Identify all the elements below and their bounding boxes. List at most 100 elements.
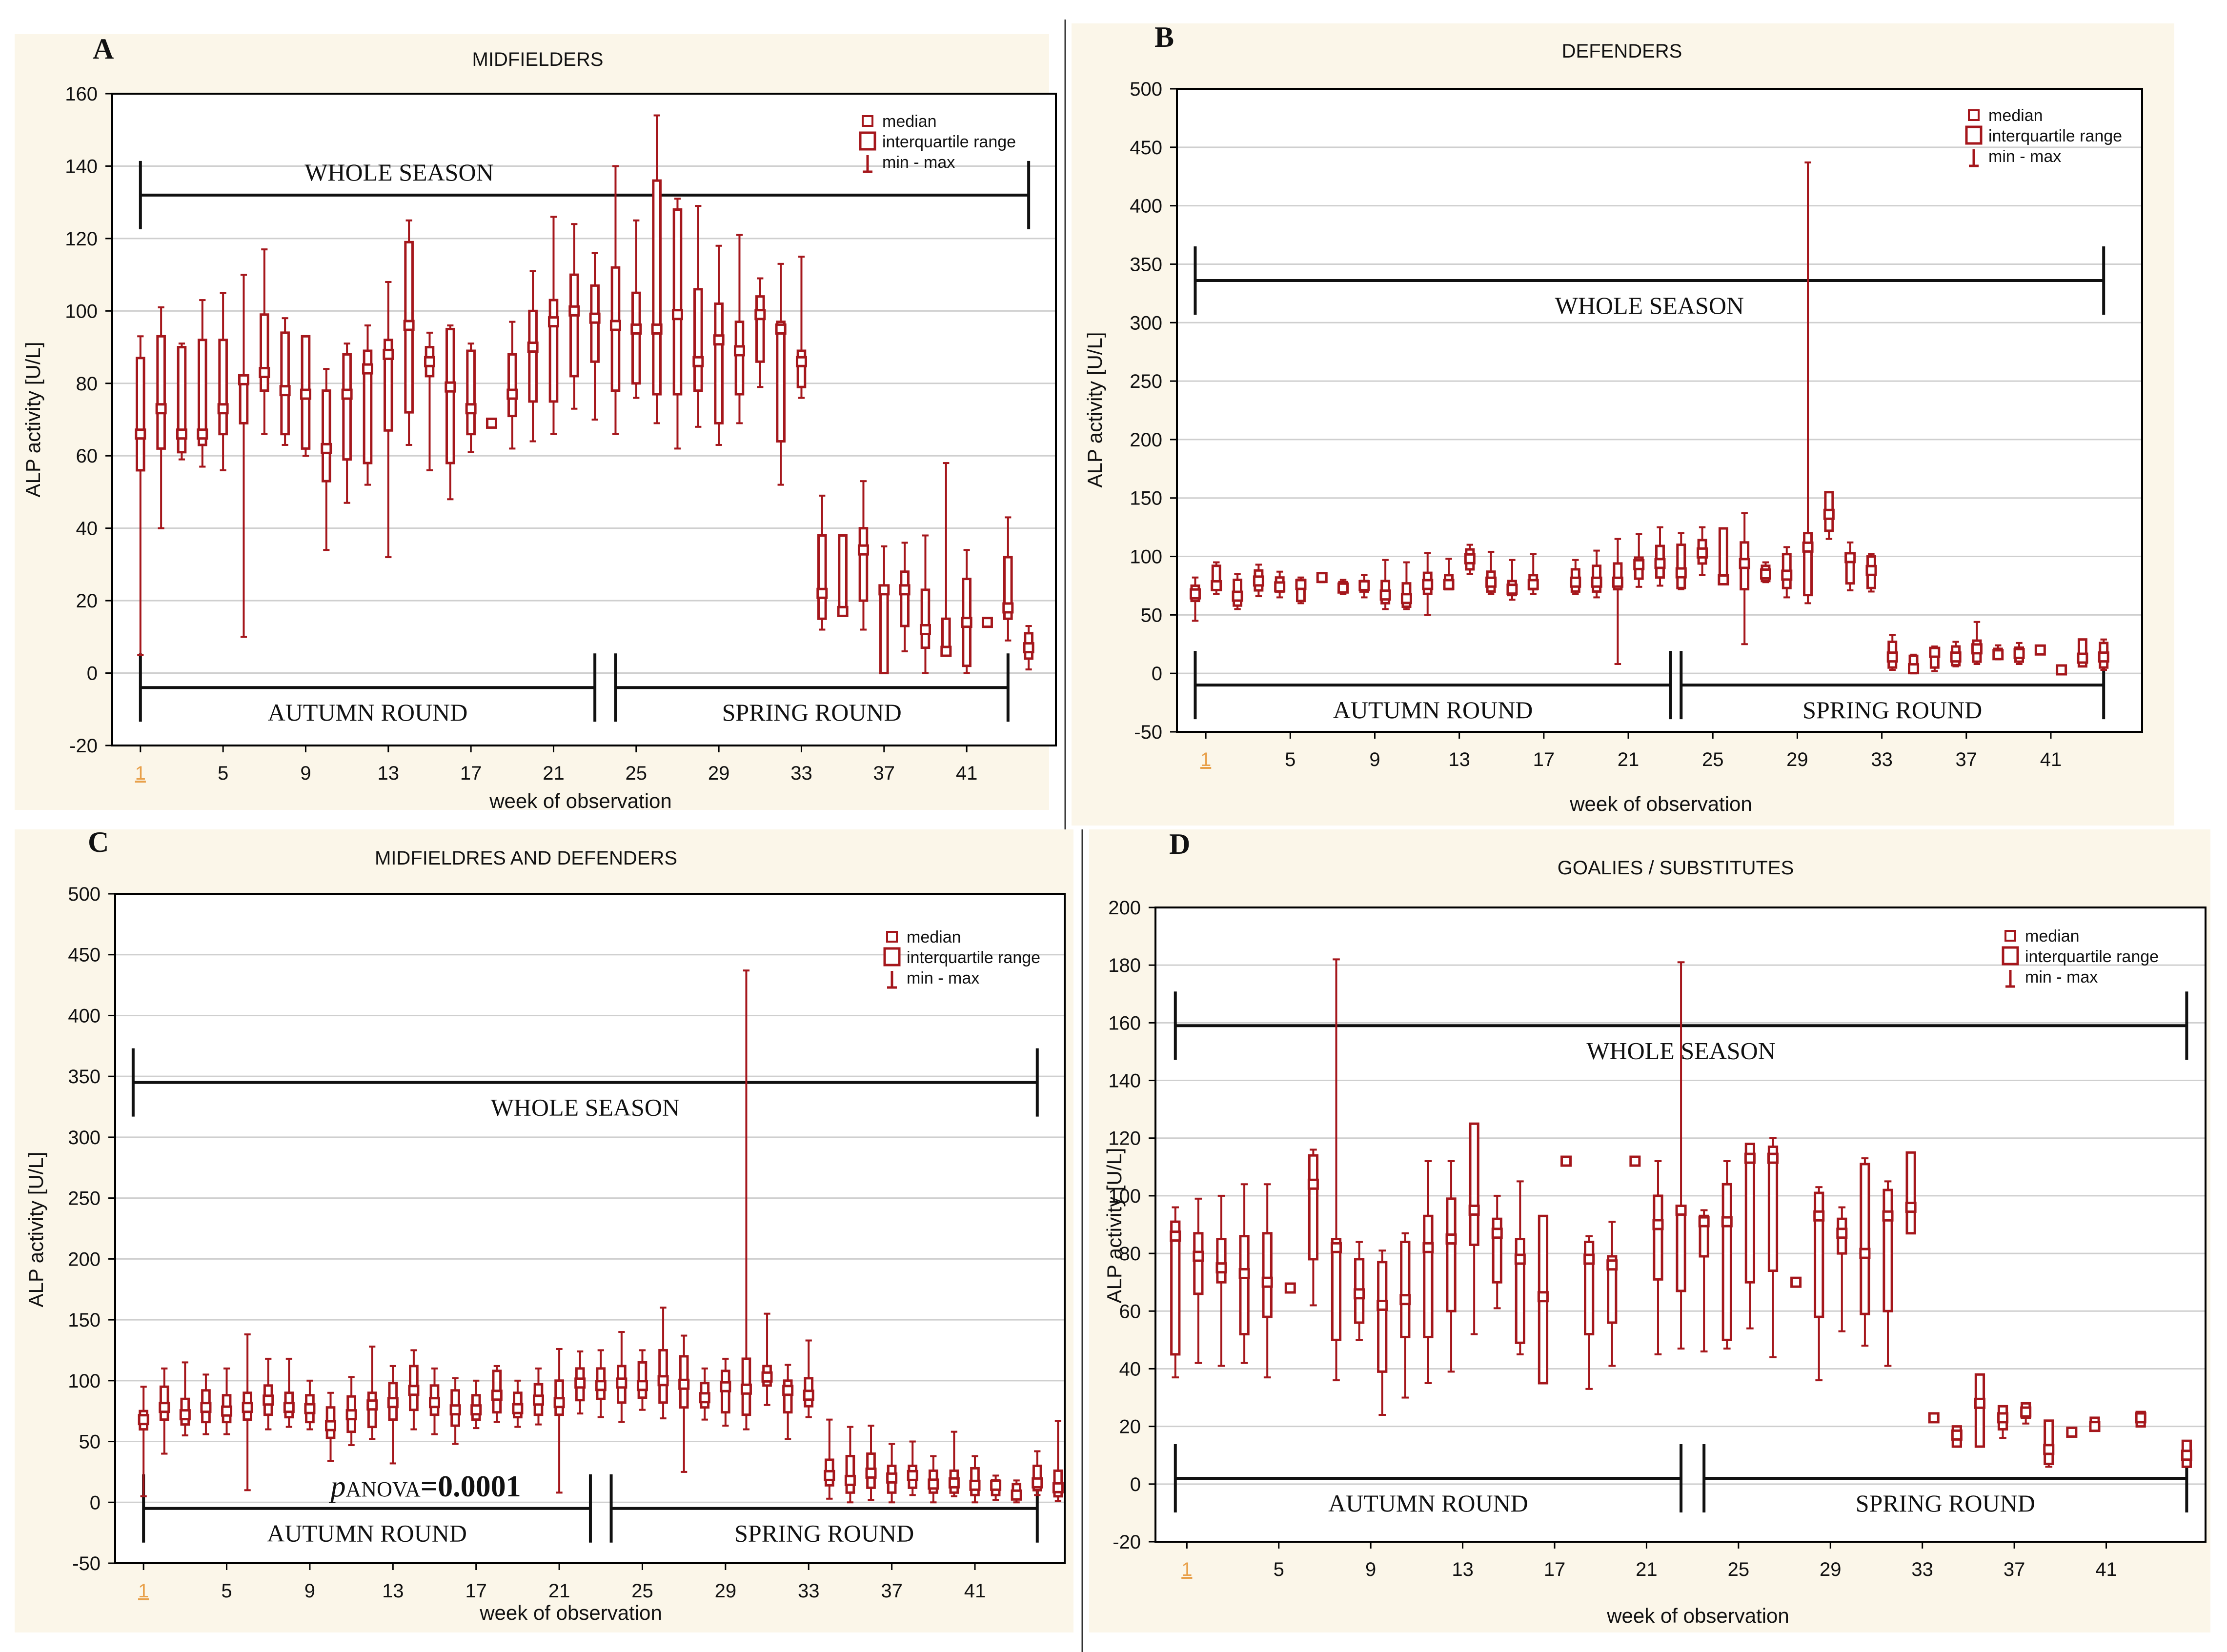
median-marker — [775, 323, 787, 335]
box-week — [824, 1418, 835, 1500]
median-marker — [1744, 1152, 1756, 1164]
y-tick-label: 450 — [1130, 137, 1162, 159]
median-marker — [1307, 1178, 1319, 1190]
panel-label: C — [88, 826, 109, 858]
median-marker — [512, 1403, 524, 1414]
median-marker — [1358, 580, 1370, 591]
chart-panel-c: -50 0 50 100 150 200 250 300 350 400 450 500 1 5 9 13 17… — [15, 826, 1073, 1632]
box-week — [844, 1426, 856, 1504]
x-tick-label: 25 — [1702, 749, 1724, 770]
box-week — [1781, 546, 1793, 599]
median-marker — [547, 316, 559, 328]
median-marker — [200, 1402, 212, 1413]
y-tick-label: 120 — [65, 228, 98, 250]
box-week — [699, 1367, 710, 1421]
legend: median interquartile range min - max — [859, 112, 1016, 173]
box-week — [1718, 527, 1729, 585]
median-marker — [300, 388, 311, 400]
plot-area — [1177, 89, 2142, 732]
iqr-box — [1676, 1209, 1686, 1292]
box-week — [865, 1425, 877, 1501]
box-week — [1002, 516, 1014, 642]
box-week — [527, 270, 539, 443]
y-tick-label: 300 — [68, 1127, 101, 1148]
box-week — [2181, 1439, 2192, 1468]
iqr-box — [1860, 1163, 1870, 1315]
box-week — [919, 534, 931, 674]
box-week — [657, 1307, 669, 1420]
median-marker — [574, 1377, 586, 1389]
legend-iqr-label: interquartile range — [907, 948, 1040, 967]
box-week — [1514, 1180, 1526, 1355]
iqr-box — [1584, 1240, 1595, 1336]
period-spring-round: SPRING ROUND — [614, 653, 1010, 726]
box-week — [616, 1331, 628, 1423]
box-week — [242, 1333, 253, 1491]
x-tick-label: 41 — [2040, 749, 2062, 770]
x-tick-label: 41 — [964, 1580, 986, 1602]
median-marker — [2066, 1426, 2078, 1438]
legend-iqr-swatch — [883, 947, 901, 967]
iqr-box — [197, 339, 207, 446]
median-marker — [595, 1380, 607, 1391]
box-week — [1823, 491, 1835, 540]
median-marker — [304, 1403, 316, 1414]
iqr-box — [838, 534, 848, 617]
median-marker — [1928, 1412, 1940, 1424]
box-week — [279, 317, 291, 446]
y-tick-label: 40 — [1119, 1358, 1141, 1380]
y-tick-label: 160 — [65, 83, 98, 105]
iqr-box — [1331, 1238, 1342, 1341]
median-marker — [740, 1383, 752, 1395]
box-week — [1379, 559, 1391, 610]
box-week — [1316, 572, 1328, 584]
x-tick-label: 17 — [1544, 1559, 1566, 1580]
box-week — [1354, 1241, 1365, 1341]
y-tick-label: 20 — [1119, 1416, 1141, 1438]
median-marker — [1215, 1262, 1227, 1274]
box-week — [506, 321, 518, 450]
y-tick-label: 400 — [1130, 196, 1162, 217]
box-week — [345, 1376, 357, 1447]
x-tick-label: 13 — [382, 1580, 404, 1602]
legend-minmax-label: min - max — [2025, 968, 2098, 987]
box-week — [740, 969, 752, 1430]
median-marker — [678, 1378, 690, 1390]
median-marker — [341, 388, 353, 400]
y-tick-label: 500 — [1130, 79, 1162, 100]
legend-minmax-label: min - max — [907, 969, 979, 987]
x-tick-label: 29 — [708, 763, 730, 784]
legend-median-swatch — [2004, 930, 2016, 942]
median-marker — [1506, 584, 1518, 595]
period-label: AUTUMN ROUND — [1333, 696, 1533, 724]
box-week — [486, 417, 497, 429]
median-marker — [1193, 1250, 1204, 1262]
box-week — [969, 1455, 981, 1504]
median-marker — [886, 1472, 898, 1484]
box-week — [1445, 1160, 1457, 1373]
box-week — [1612, 538, 1623, 665]
x-tick-label: 25 — [631, 1580, 653, 1602]
box-week — [1506, 559, 1518, 601]
box-week — [1905, 1151, 1917, 1235]
box-week — [2043, 1419, 2055, 1468]
iqr-box — [1905, 1151, 1916, 1235]
median-marker — [383, 348, 394, 360]
legend-iqr-swatch — [1965, 125, 1983, 145]
box-week — [512, 1379, 524, 1428]
y-tick-label: 0 — [90, 1492, 101, 1513]
median-marker — [362, 363, 373, 375]
median-marker — [1591, 576, 1602, 588]
iqr-box — [693, 288, 703, 392]
box-week — [1908, 653, 1920, 675]
x-tick-label: 37 — [881, 1580, 903, 1602]
median-marker — [1971, 643, 1983, 655]
iqr-box — [1515, 1238, 1525, 1344]
box-week — [1739, 512, 1750, 645]
median-marker — [1537, 1291, 1549, 1303]
box-week — [1399, 1232, 1411, 1399]
box-week — [1675, 532, 1687, 590]
iqr-box — [1883, 1189, 1893, 1312]
y-tick-label: 160 — [1108, 1012, 1141, 1034]
box-week — [424, 331, 435, 471]
